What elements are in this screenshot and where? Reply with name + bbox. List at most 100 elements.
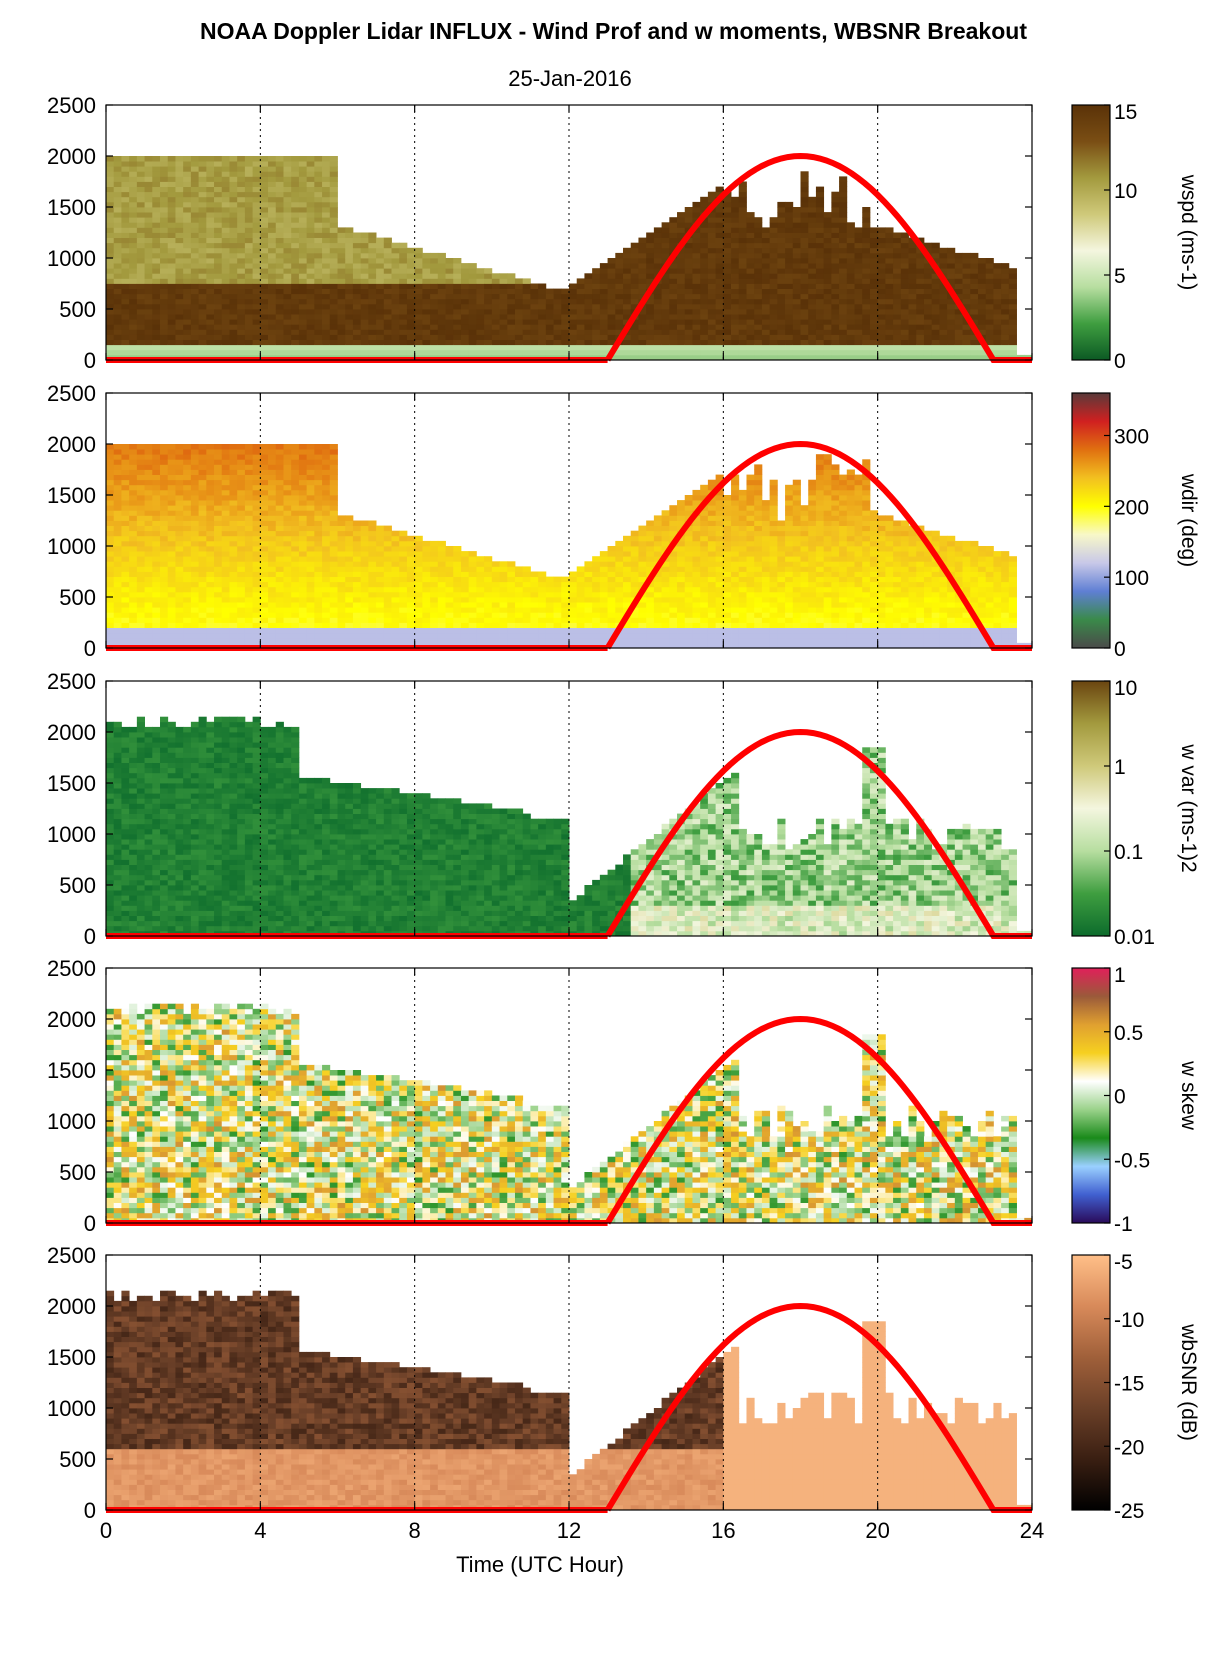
heatmap-cell	[129, 176, 138, 182]
heatmap-cell	[785, 319, 794, 325]
heatmap-cell	[113, 314, 122, 320]
heatmap-cell	[939, 314, 948, 320]
heatmap-cell	[314, 171, 323, 177]
heatmap-cell	[422, 586, 431, 593]
heatmap-cell	[869, 339, 879, 346]
heatmap-cell	[322, 525, 331, 532]
heatmap-cell	[376, 612, 385, 618]
heatmap-cell	[839, 349, 848, 356]
heatmap-cell	[298, 566, 308, 572]
heatmap-cell	[785, 354, 794, 361]
heatmap-cell	[291, 551, 300, 557]
heatmap-cell	[121, 237, 130, 244]
heatmap-cell	[175, 207, 184, 213]
heatmap-cell	[183, 627, 192, 634]
heatmap-cell	[314, 505, 323, 511]
heatmap-cell	[206, 161, 215, 167]
heatmap-cell	[831, 252, 840, 259]
heatmap-cell	[584, 298, 593, 305]
heatmap-cell	[129, 449, 138, 455]
heatmap-cell	[738, 242, 747, 249]
heatmap-cell	[499, 324, 508, 330]
heatmap-cell	[700, 314, 709, 320]
heatmap-cell	[553, 349, 562, 356]
heatmap-cell	[298, 622, 308, 628]
heatmap-cell	[900, 314, 909, 320]
heatmap-cell	[877, 242, 886, 249]
heatmap-cell	[268, 324, 277, 330]
heatmap-cell	[260, 283, 269, 289]
heatmap-cell	[283, 632, 292, 639]
heatmap-cell	[121, 161, 130, 167]
heatmap-cell	[360, 581, 369, 588]
heatmap-cell	[183, 505, 192, 511]
heatmap-cell	[391, 581, 400, 588]
heatmap-cell	[499, 329, 508, 335]
heatmap-cell	[777, 212, 786, 218]
heatmap-cell	[136, 156, 145, 162]
heatmap-cell	[160, 232, 169, 238]
heatmap-cell	[113, 273, 122, 279]
heatmap-cell	[453, 268, 462, 274]
heatmap-cell	[121, 349, 130, 356]
heatmap-cell	[738, 324, 747, 330]
heatmap-cell	[985, 268, 994, 274]
heatmap-cell	[121, 581, 130, 588]
heatmap-cell	[275, 288, 284, 295]
heatmap-cell	[322, 520, 331, 526]
heatmap-cell	[175, 283, 184, 289]
heatmap-cell	[121, 637, 130, 644]
heatmap-cell	[306, 571, 315, 577]
heatmap-cell	[383, 617, 392, 623]
heatmap-cell	[337, 283, 346, 289]
heatmap-cell	[113, 500, 122, 506]
heatmap-cell	[839, 207, 848, 213]
heatmap-cell	[993, 273, 1002, 279]
heatmap-cell	[206, 242, 215, 249]
heatmap-cell	[869, 309, 879, 315]
heatmap-cell	[144, 632, 153, 639]
heatmap-cell	[885, 319, 894, 325]
heatmap-cell	[322, 232, 331, 238]
heatmap-cell	[437, 339, 446, 346]
heatmap-field	[106, 156, 1033, 361]
heatmap-cell	[661, 354, 670, 361]
heatmap-cell	[414, 561, 423, 567]
heatmap-cell	[152, 278, 161, 284]
heatmap-cell	[599, 349, 608, 356]
heatmap-cell	[453, 581, 462, 588]
heatmap-cell	[160, 489, 169, 496]
heatmap-cell	[383, 591, 392, 598]
heatmap-cell	[167, 561, 176, 567]
heatmap-cell	[221, 166, 230, 172]
heatmap-cell	[669, 314, 678, 320]
heatmap-cell	[306, 484, 315, 491]
heatmap-cell	[514, 319, 524, 325]
heatmap-cell	[167, 454, 176, 460]
heatmap-cell	[862, 207, 871, 213]
heatmap-cell	[322, 581, 331, 588]
heatmap-cell	[869, 334, 879, 340]
heatmap-cell	[298, 242, 308, 249]
heatmap-cell	[160, 597, 169, 603]
heatmap-cell	[383, 283, 392, 289]
heatmap-cell	[1001, 344, 1010, 351]
heatmap-cell	[198, 247, 207, 254]
heatmap-cell	[869, 247, 879, 254]
heatmap-cell	[252, 227, 261, 233]
heatmap-cell	[214, 329, 223, 335]
heatmap-cell	[846, 263, 855, 269]
heatmap-cell	[445, 293, 454, 300]
heatmap-cell	[592, 309, 601, 315]
heatmap-cell	[106, 171, 115, 177]
heatmap-cell	[839, 181, 848, 187]
heatmap-cell	[885, 288, 894, 295]
heatmap-cell	[121, 561, 130, 567]
heatmap-cell	[684, 309, 693, 315]
heatmap-cell	[121, 454, 130, 460]
heatmap-cell	[538, 288, 547, 295]
heatmap-cell	[1001, 309, 1010, 315]
heatmap-cell	[183, 622, 192, 628]
heatmap-cell	[445, 551, 454, 557]
heatmap-cell	[669, 263, 678, 269]
